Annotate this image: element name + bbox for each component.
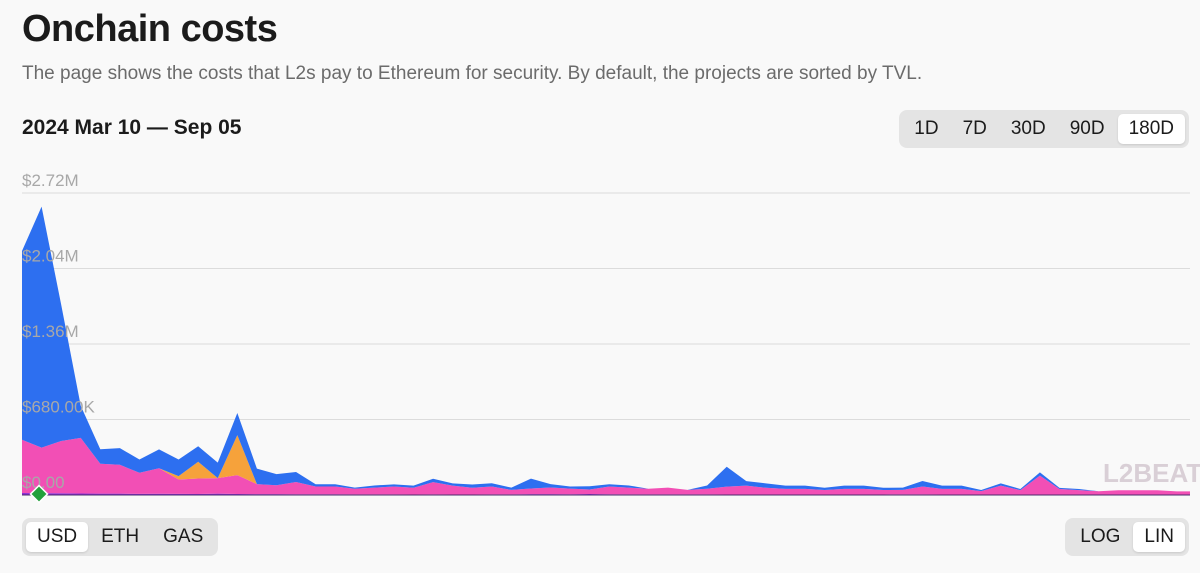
time-button-180d[interactable]: 180D (1117, 114, 1185, 144)
area-series-4 (22, 206, 1190, 492)
hover-marker[interactable] (29, 484, 49, 504)
unit-button-eth[interactable]: ETH (101, 526, 140, 547)
scale-selector: LOG LIN (1065, 518, 1189, 556)
unit-button-gas[interactable]: GAS (163, 526, 204, 547)
time-button-7d[interactable]: 7D (962, 118, 987, 139)
y-tick-label: $0.00 (22, 473, 65, 492)
time-button-1d[interactable]: 1D (914, 118, 939, 139)
l2beat-watermark: L2BEAT (1103, 458, 1200, 488)
y-tick-label: $2.72M (22, 171, 79, 190)
time-button-90d[interactable]: 90D (1069, 118, 1105, 139)
page-description: The page shows the costs that L2s pay to… (22, 63, 923, 84)
y-tick-label: $2.04M (22, 247, 79, 266)
scale-button-lin[interactable]: LIN (1133, 522, 1185, 552)
date-range-label: 2024 Mar 10 — Sep 05 (22, 116, 242, 139)
unit-selector: USD ETH GAS (22, 518, 219, 556)
unit-button-usd[interactable]: USD (26, 522, 89, 552)
scale-button-log[interactable]: LOG (1080, 526, 1121, 547)
y-tick-label: $1.36M (22, 322, 79, 341)
time-button-30d[interactable]: 30D (1010, 118, 1046, 139)
y-tick-label: $680.00K (22, 398, 95, 417)
area-series-2 (22, 437, 1190, 495)
page-title: Onchain costs (22, 8, 278, 50)
time-range-selector: 1D 7D 30D 90D 180D (899, 110, 1189, 148)
